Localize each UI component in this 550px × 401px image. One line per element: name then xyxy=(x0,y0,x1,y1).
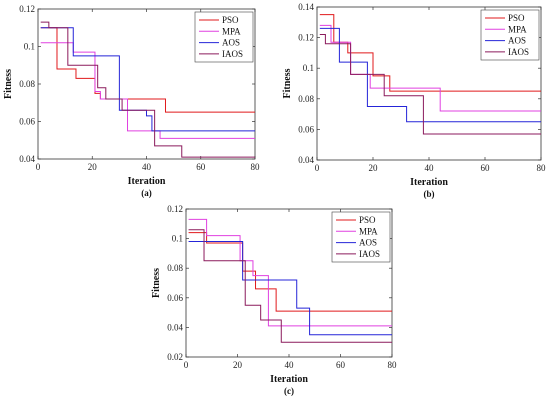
legend-label-iaos: IAOS xyxy=(222,49,243,59)
x-tick-label: 60 xyxy=(196,162,206,172)
series-line-mpa xyxy=(188,218,392,327)
x-tick-label: 60 xyxy=(481,163,491,173)
series-line-pso xyxy=(40,27,255,113)
y-axis-label: Fitness xyxy=(282,68,293,98)
chart-panel-3: 0 20 40 60 80 0.02 0.04 0.06 0.08 0.1 0.12 Iteratio… xyxy=(151,204,397,396)
y-tick-label: 0.04 xyxy=(167,322,183,332)
y-tick-label: 0.1 xyxy=(172,234,183,244)
x-tick-label: 40 xyxy=(142,162,152,172)
y-tick-label: 0.02 xyxy=(167,352,183,362)
legend-label-aos: AOS xyxy=(508,36,526,46)
legend-label-pso: PSO xyxy=(222,15,239,25)
series-line-iaos xyxy=(40,21,255,158)
x-tick-label: 40 xyxy=(425,163,435,173)
y-tick-label: 0.06 xyxy=(19,117,35,127)
y-tick-label: 0.08 xyxy=(167,263,183,273)
legend-label-aos: AOS xyxy=(222,38,240,48)
x-tick-label: 20 xyxy=(233,360,243,370)
legend-label-mpa: MPA xyxy=(508,24,527,34)
series-line-iaos xyxy=(319,34,541,135)
y-axis-label: Fitness xyxy=(3,69,14,99)
legend-label-aos: AOS xyxy=(359,238,377,248)
x-axis-label: Iteration xyxy=(410,177,448,188)
y-tick-label: 0.14 xyxy=(298,2,314,12)
y-tick-label: 0.04 xyxy=(19,154,35,164)
x-axis-label: Iteration xyxy=(128,176,166,187)
x-axis-label: Iteration xyxy=(270,374,308,385)
x-tick-label: 20 xyxy=(88,162,98,172)
legend-label-iaos: IAOS xyxy=(508,47,529,57)
y-tick-label: 0.1 xyxy=(24,42,35,52)
y-tick-label: 0.06 xyxy=(167,293,183,303)
y-tick-label: 0.12 xyxy=(167,204,183,214)
panel-label: (a) xyxy=(141,188,152,198)
panel-label: (c) xyxy=(284,386,294,396)
x-tick-label: 40 xyxy=(285,360,295,370)
x-tick-label: 60 xyxy=(336,360,346,370)
x-tick-label: 20 xyxy=(369,163,379,173)
series-line-aos xyxy=(319,27,541,123)
x-tick-label: 80 xyxy=(388,360,398,370)
panel-label: (b) xyxy=(424,189,435,199)
y-tick-label: 0.08 xyxy=(298,94,314,104)
series-line-pso xyxy=(188,232,392,312)
chart-panel-2: 0 20 40 60 80 0.04 0.06 0.08 0.1 0.12 0.14 Iteratio… xyxy=(282,2,546,199)
y-tick-label: 0.06 xyxy=(298,124,314,134)
x-tick-label: 0 xyxy=(36,162,41,172)
y-tick-label: 0.12 xyxy=(298,33,314,43)
y-axis-label: Fitness xyxy=(151,268,162,298)
y-tick-label: 0.04 xyxy=(298,155,314,165)
legend-label-mpa: MPA xyxy=(359,226,378,236)
y-tick-label: 0.12 xyxy=(19,4,35,14)
legend-label-pso: PSO xyxy=(508,13,525,23)
legend-label-iaos: IAOS xyxy=(359,249,380,259)
x-tick-label: 80 xyxy=(537,163,547,173)
x-tick-label: 80 xyxy=(251,162,261,172)
x-tick-label: 0 xyxy=(315,163,320,173)
x-tick-label: 0 xyxy=(184,360,189,370)
series-line-aos xyxy=(188,241,392,336)
y-tick-label: 0.1 xyxy=(303,63,314,73)
legend-label-mpa: MPA xyxy=(222,26,241,36)
series-line-iaos xyxy=(188,229,392,343)
y-tick-label: 0.08 xyxy=(19,79,35,89)
chart-panel-1: 0 20 40 60 80 0.04 0.06 0.08 0.1 0.12 Iteration Fit… xyxy=(3,4,260,198)
legend-label-pso: PSO xyxy=(359,215,376,225)
